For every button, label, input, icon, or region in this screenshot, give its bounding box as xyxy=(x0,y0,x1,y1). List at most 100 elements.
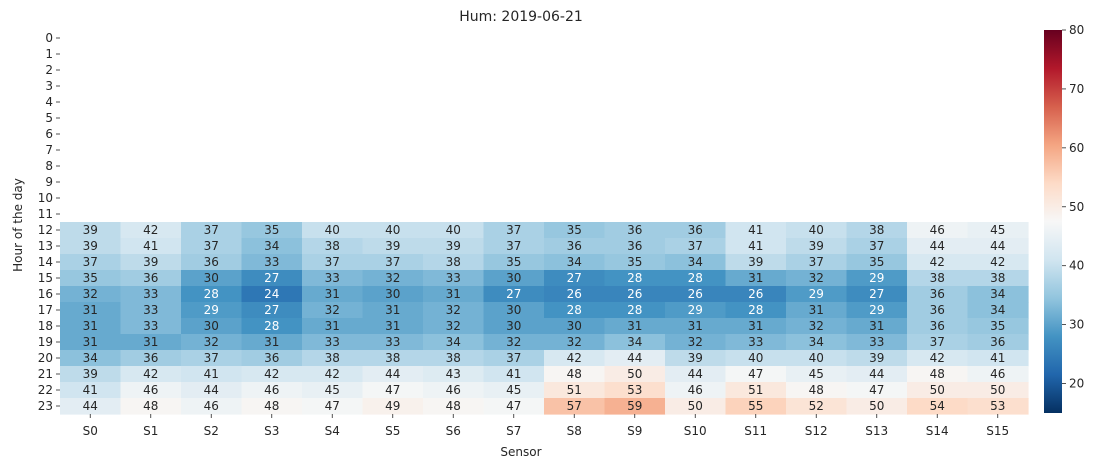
cell-value-label: 29 xyxy=(869,303,884,317)
y-tick-label: 8 xyxy=(45,159,53,173)
cell-value-label: 26 xyxy=(688,287,703,301)
heatmap-cell xyxy=(241,254,303,271)
heatmap-cell xyxy=(544,350,606,367)
heatmap-cell xyxy=(725,286,787,303)
cell-value-label: 32 xyxy=(688,335,703,349)
heatmap-cell xyxy=(362,238,424,255)
cell-value-label: 50 xyxy=(930,383,945,397)
cell-value-label: 47 xyxy=(506,399,521,413)
heatmap-cell xyxy=(846,398,908,415)
x-tick-label: S3 xyxy=(264,424,279,438)
cell-value-label: 45 xyxy=(990,223,1005,237)
heatmap-cell xyxy=(725,350,787,367)
cell-value-label: 46 xyxy=(990,367,1005,381)
heatmap-cell xyxy=(241,222,303,239)
cell-value-label: 37 xyxy=(325,255,340,269)
heatmap-cell xyxy=(362,334,424,351)
heatmap-cell xyxy=(544,382,606,399)
cell-value-label: 32 xyxy=(385,271,400,285)
cell-value-label: 51 xyxy=(567,383,582,397)
x-tick-label: S4 xyxy=(325,424,340,438)
x-tick-label: S10 xyxy=(684,424,707,438)
heatmap-cell xyxy=(786,254,848,271)
heatmap-cell xyxy=(846,382,908,399)
heatmap-cell xyxy=(181,382,243,399)
heatmap-cell xyxy=(846,270,908,287)
y-tick-label: 19 xyxy=(38,335,53,349)
heatmap-cell xyxy=(725,238,787,255)
heatmap-cell xyxy=(60,286,122,303)
cell-value-label: 37 xyxy=(204,239,219,253)
heatmap-cell xyxy=(725,318,787,335)
cell-value-label: 31 xyxy=(264,335,279,349)
cell-value-label: 47 xyxy=(748,367,763,381)
heatmap-cell xyxy=(725,366,787,383)
heatmap-cell xyxy=(423,382,485,399)
heatmap-cell xyxy=(120,302,182,319)
heatmap-cell xyxy=(967,366,1029,383)
cell-value-label: 38 xyxy=(446,255,461,269)
heatmap-cell xyxy=(120,222,182,239)
heatmap-cell xyxy=(665,302,727,319)
y-tick-label: 4 xyxy=(45,95,53,109)
heatmap-cell xyxy=(120,254,182,271)
chart-title: Hum: 2019-06-21 xyxy=(459,9,583,25)
cell-value-label: 33 xyxy=(264,255,279,269)
y-tick-label: 18 xyxy=(38,319,53,333)
cell-value-label: 39 xyxy=(748,255,763,269)
cell-value-label: 35 xyxy=(869,255,884,269)
cell-value-label: 28 xyxy=(627,271,642,285)
cell-value-label: 26 xyxy=(748,287,763,301)
heatmap-cell xyxy=(423,286,485,303)
heatmap-cell xyxy=(483,222,545,239)
heatmap-cell xyxy=(846,302,908,319)
cell-value-label: 59 xyxy=(627,399,642,413)
heatmap-cell xyxy=(967,334,1029,351)
cell-value-label: 39 xyxy=(385,239,400,253)
cell-value-label: 46 xyxy=(204,399,219,413)
heatmap-cell xyxy=(907,302,969,319)
heatmap-cell xyxy=(907,222,969,239)
cell-value-label: 32 xyxy=(446,303,461,317)
heatmap-cell xyxy=(725,398,787,415)
heatmap-cell xyxy=(302,318,364,335)
cell-value-label: 34 xyxy=(567,255,582,269)
heatmap-cell xyxy=(604,254,666,271)
heatmap-cell xyxy=(362,222,424,239)
y-tick-label: 23 xyxy=(38,399,53,413)
y-tick-label: 1 xyxy=(45,47,53,61)
cell-value-label: 29 xyxy=(688,303,703,317)
cell-value-label: 35 xyxy=(567,223,582,237)
cell-value-label: 31 xyxy=(325,287,340,301)
cell-value-label: 42 xyxy=(325,367,340,381)
colorbar-gradient xyxy=(1044,30,1062,413)
y-tick-label: 5 xyxy=(45,111,53,125)
y-tick-label: 2 xyxy=(45,63,53,77)
heatmap-cell xyxy=(302,366,364,383)
cell-value-label: 36 xyxy=(567,239,582,253)
cell-value-label: 45 xyxy=(809,367,824,381)
x-tick-label: S15 xyxy=(986,424,1009,438)
heatmap-cell xyxy=(302,286,364,303)
y-tick-label: 10 xyxy=(38,191,53,205)
heatmap-cell xyxy=(786,318,848,335)
heatmap-cell xyxy=(241,398,303,415)
heatmap-cell xyxy=(181,334,243,351)
cell-value-label: 37 xyxy=(688,239,703,253)
cell-value-label: 55 xyxy=(748,399,763,413)
cell-value-label: 34 xyxy=(990,287,1005,301)
y-tick-label: 20 xyxy=(38,351,53,365)
cell-value-label: 40 xyxy=(446,223,461,237)
cell-value-label: 32 xyxy=(446,319,461,333)
cell-value-label: 47 xyxy=(869,383,884,397)
cell-value-label: 32 xyxy=(809,319,824,333)
y-tick-label: 22 xyxy=(38,383,53,397)
cell-value-label: 33 xyxy=(143,287,158,301)
heatmap-cell xyxy=(483,334,545,351)
heatmap-cell xyxy=(483,398,545,415)
cell-value-label: 48 xyxy=(446,399,461,413)
cell-value-label: 45 xyxy=(506,383,521,397)
cell-value-label: 33 xyxy=(446,271,461,285)
cell-value-label: 37 xyxy=(204,223,219,237)
cell-value-label: 27 xyxy=(506,287,521,301)
